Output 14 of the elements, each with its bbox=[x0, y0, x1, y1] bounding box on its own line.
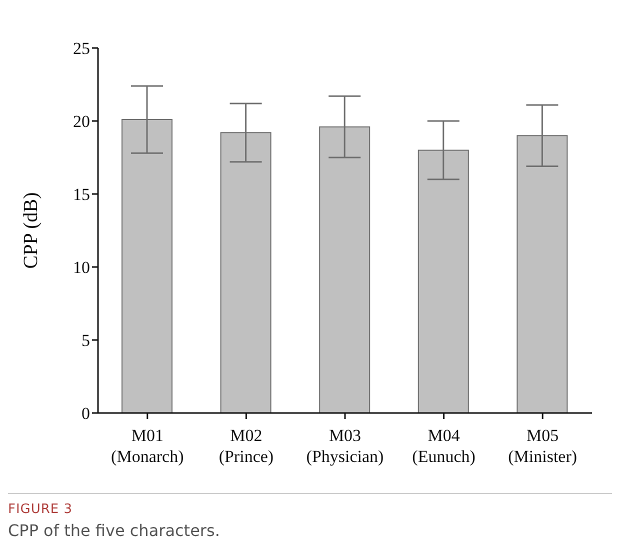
y-tick-label: 10 bbox=[73, 258, 90, 278]
y-tick-label: 25 bbox=[73, 39, 90, 58]
y-tick-label: 20 bbox=[73, 112, 90, 132]
y-axis-title: CPP (dB) bbox=[20, 192, 42, 269]
y-tick-label: 5 bbox=[82, 331, 90, 350]
x-tick-label: M01 (Monarch) bbox=[111, 426, 184, 466]
caption: FIGURE 3 bbox=[8, 502, 74, 517]
x-tick-label: M03 (Physician) bbox=[306, 426, 384, 466]
y-tick-label: 0 bbox=[82, 404, 90, 424]
x-tick-label: M02 (Prince) bbox=[218, 426, 274, 466]
x-tick-label: M04 (Eunuch) bbox=[412, 426, 476, 466]
y-tick-label: 15 bbox=[73, 185, 90, 204]
text: CPP of the five characters. bbox=[8, 521, 221, 540]
x-tick-label: M05 (Minister) bbox=[508, 426, 578, 466]
